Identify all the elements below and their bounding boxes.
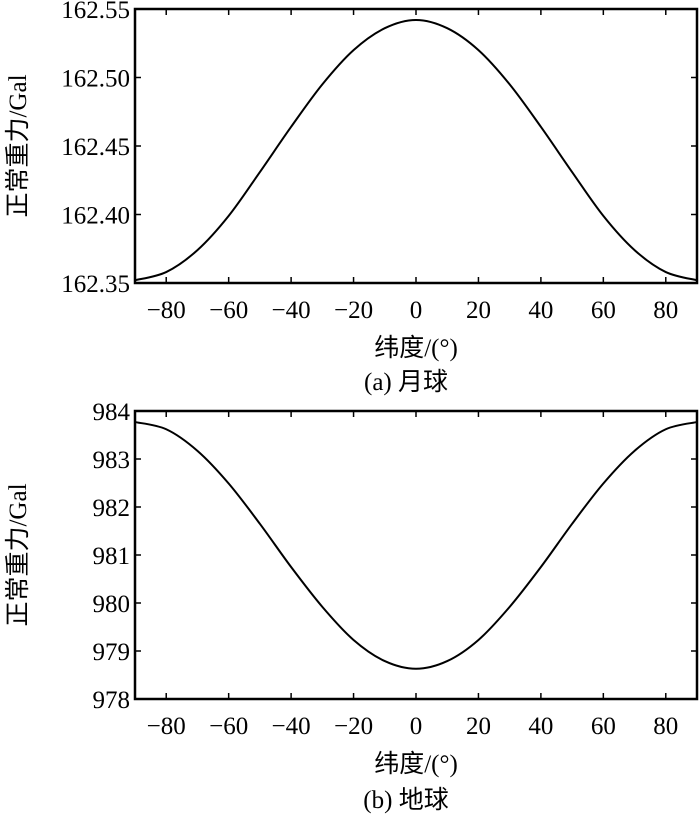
x-tick-label: −40 xyxy=(272,297,311,324)
x-tick-label: 60 xyxy=(591,297,616,324)
chart-panel-b: −80 −60 −40 −20 0 20 40 60 80 978 979 980 981 982 983 9… xyxy=(4,399,699,814)
x-tick-label: −20 xyxy=(334,297,373,324)
chart-panel-a: −80 −60 −40 −20 0 20 40 60 80 162.35 162.40 162.45 1… xyxy=(4,0,699,396)
y-tick-label: 978 xyxy=(93,687,131,714)
x-axis-label: 纬度/(°) xyxy=(374,334,458,362)
x-tick-label: 0 xyxy=(410,297,423,324)
x-tick-label: 20 xyxy=(466,297,491,324)
x-tick-label: 80 xyxy=(653,297,678,324)
y-tick-label: 162.50 xyxy=(61,66,130,93)
x-tick-label: −20 xyxy=(334,713,373,740)
x-tick-label: −80 xyxy=(147,713,186,740)
panel-caption: (a) 月球 xyxy=(364,368,448,396)
y-tick-label: 162.45 xyxy=(61,134,130,161)
y-tick-label: 162.55 xyxy=(61,0,130,24)
y-tick-label: 983 xyxy=(93,447,131,474)
y-tick-label: 982 xyxy=(93,495,131,522)
x-tick-label: 0 xyxy=(410,713,423,740)
x-tick-label: −60 xyxy=(209,713,248,740)
y-tick-label: 980 xyxy=(93,591,131,618)
panel-caption: (b) 地球 xyxy=(363,786,448,814)
x-tick-label: 60 xyxy=(591,713,616,740)
x-tick-label: 20 xyxy=(466,713,491,740)
x-tick-label: 40 xyxy=(528,297,553,324)
x-tick-label: −60 xyxy=(209,297,248,324)
gravity-curve xyxy=(134,18,698,282)
y-tick-label: 162.35 xyxy=(61,271,130,298)
y-axis-label: 正常重力/Gal xyxy=(4,74,32,217)
y-axis-label: 正常重力/Gal xyxy=(4,483,32,626)
x-axis-label: 纬度/(°) xyxy=(374,750,458,778)
gravity-curve xyxy=(134,421,698,670)
plot-frame xyxy=(133,409,699,701)
x-tick-label: 80 xyxy=(653,713,678,740)
x-tick-label: −40 xyxy=(272,713,311,740)
y-tick-label: 979 xyxy=(93,639,131,666)
y-tick-label: 981 xyxy=(93,543,131,570)
y-tick-label: 162.40 xyxy=(61,203,130,230)
y-tick-label: 984 xyxy=(93,399,131,426)
plot-frame xyxy=(133,7,699,285)
x-tick-label: 40 xyxy=(528,713,553,740)
x-tick-label: −80 xyxy=(147,297,186,324)
